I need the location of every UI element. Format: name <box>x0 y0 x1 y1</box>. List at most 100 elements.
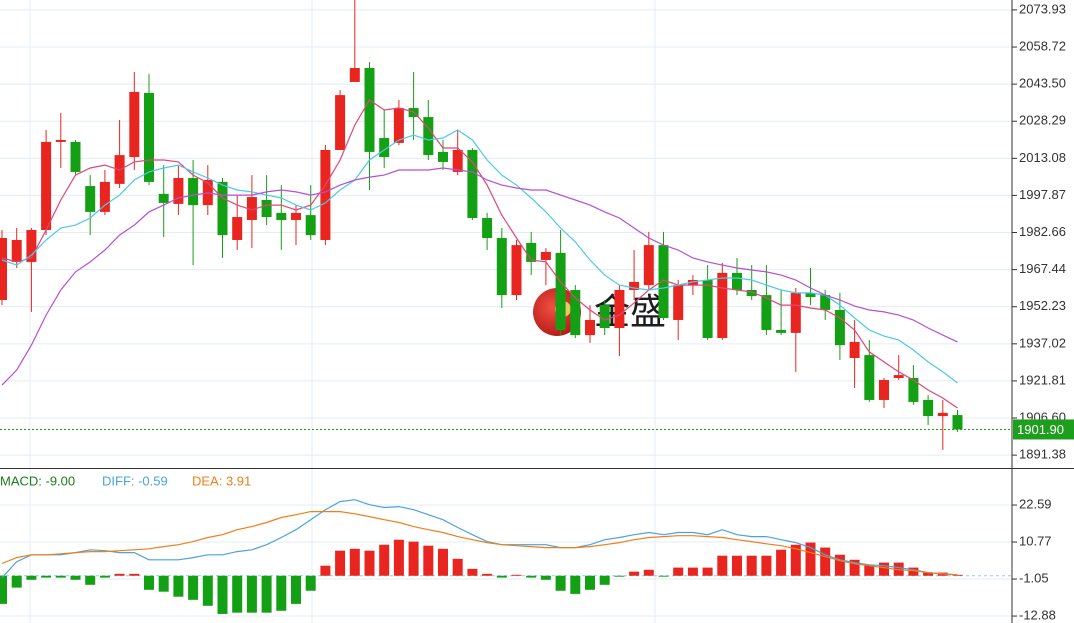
candle-body <box>158 193 169 203</box>
candle-body <box>687 279 698 286</box>
candle-body <box>790 292 801 333</box>
macd-bar <box>173 575 184 597</box>
candle-body <box>864 355 875 400</box>
candle-body <box>908 378 919 402</box>
candle-body <box>555 252 566 330</box>
moving-average <box>1 99 958 409</box>
macd-bar <box>408 541 419 576</box>
macd-bar <box>0 575 7 604</box>
candle-body <box>144 92 154 182</box>
macd-bar <box>614 575 625 577</box>
macd-bar <box>335 550 346 576</box>
candle-body <box>452 149 463 172</box>
candle-body <box>776 329 787 333</box>
candle-body <box>923 399 934 417</box>
candle-body <box>702 279 713 339</box>
macd-bar <box>761 555 772 576</box>
candle-body <box>246 197 257 220</box>
macd-bar <box>452 558 463 576</box>
y-tick-label: 2028.29 <box>1019 113 1066 128</box>
candle-body <box>820 295 831 310</box>
candle-body <box>129 91 140 158</box>
macd-bar <box>658 575 669 577</box>
macd-bar <box>540 575 551 580</box>
y-tick-label: 1952.23 <box>1019 298 1066 313</box>
candle-body <box>599 305 610 329</box>
macd-bar <box>129 573 140 576</box>
candle-body <box>99 181 110 212</box>
macd-bar <box>349 548 360 576</box>
macd-bar <box>261 575 272 613</box>
candle-body <box>879 379 889 400</box>
macd-bar <box>526 575 537 578</box>
legend: MACD: -9.00 DIFF: -0.59 DEA: 3.91 <box>0 473 251 488</box>
legend-entry: DIFF: -0.59 <box>102 473 168 488</box>
macd-bar <box>85 575 96 585</box>
y-tick-label: 2058.72 <box>1019 38 1066 53</box>
candle-body <box>188 178 199 206</box>
candle-body <box>70 141 81 172</box>
moving-average <box>1 129 958 384</box>
macd-bar <box>202 575 213 606</box>
last-price-box <box>1013 419 1074 440</box>
macd-line <box>1 511 958 576</box>
candle-body <box>585 319 595 336</box>
candle-body <box>732 272 742 290</box>
y-tick-label: 1997.87 <box>1019 187 1066 202</box>
candle-body <box>952 415 963 430</box>
y-tick-label: 22.59 <box>1019 496 1052 511</box>
y-tick-label: 2043.50 <box>1019 76 1066 91</box>
candle-body <box>393 108 404 143</box>
y-tick-label: -1.05 <box>1019 570 1049 585</box>
candle-body <box>11 239 22 262</box>
macd-bar <box>570 575 581 594</box>
legend-entry: MACD: -9.00 <box>0 473 75 488</box>
macd-bar <box>908 567 919 576</box>
y-tick-label: 1982.66 <box>1019 224 1066 239</box>
macd-bar <box>687 567 698 576</box>
macd-panel <box>0 499 1012 614</box>
macd-bar <box>70 575 81 580</box>
macd-bar <box>364 550 375 576</box>
macd-bar <box>379 544 390 576</box>
macd-bar <box>26 575 37 580</box>
macd-bar <box>467 568 478 576</box>
candle-body <box>482 218 493 239</box>
y-tick-label: 1921.81 <box>1019 372 1066 387</box>
macd-bar <box>482 573 493 576</box>
macd-bar <box>952 574 963 576</box>
candle-body <box>658 245 669 319</box>
candle-body <box>26 229 37 262</box>
macd-bar <box>217 575 228 614</box>
macd-bar <box>438 548 448 576</box>
macd-bar <box>629 571 640 576</box>
macd-bar <box>790 544 801 576</box>
candle-body <box>673 285 684 320</box>
candle-body <box>643 245 654 286</box>
candle-body <box>335 95 346 150</box>
macd-bar <box>496 575 507 578</box>
candle-body <box>320 149 331 240</box>
macd-bar <box>232 575 243 613</box>
macd-bar <box>717 555 728 576</box>
tick-labels: 2073.93 2058.72 2043.50 2028.29 2013.08 1997.… <box>1012 1 1074 622</box>
y-tick-label: 1967.44 <box>1019 261 1066 276</box>
candle-body <box>937 412 948 417</box>
macd-bar <box>55 575 66 578</box>
candle-body <box>849 341 860 359</box>
candle-body <box>305 215 316 236</box>
candle-body <box>217 181 228 236</box>
macd-bar <box>585 575 595 590</box>
moving-average <box>1 167 958 386</box>
macd-bar <box>673 567 684 576</box>
candle-body <box>276 212 287 220</box>
candle-body <box>570 289 581 336</box>
candle-body <box>614 289 625 329</box>
candle-body <box>746 289 757 297</box>
candle-body <box>379 138 390 158</box>
macd-bar <box>305 575 316 591</box>
candle-body <box>805 292 816 298</box>
candle-body <box>496 238 507 296</box>
